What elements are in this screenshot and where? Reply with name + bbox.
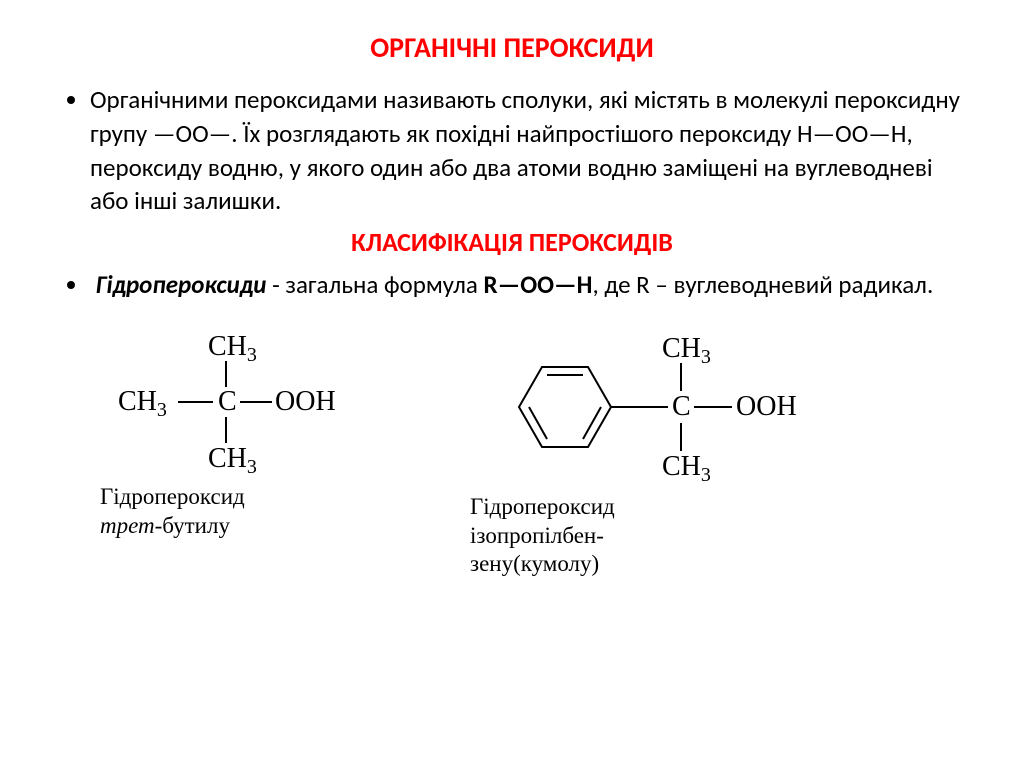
atom-ooh: OOH: [275, 386, 336, 417]
atom-ch3-left: CH3: [118, 386, 167, 421]
bullet-list-2: Гідропероксиди - загальна формула R—ОО—H…: [60, 268, 964, 302]
svg-cumene: C CH3 CH3 OOH: [470, 327, 850, 487]
caption-tert-butyl-italic: трет: [100, 513, 155, 538]
bullet2-tail: , де R – вуглеводневий радикал.: [592, 269, 933, 300]
atom-ooh-cumene: OOH: [736, 391, 797, 422]
atom-ch3-bottom-cumene: CH3: [662, 451, 711, 486]
formula-rooh: R—ОО—H: [484, 269, 593, 300]
benzene-ring: [519, 367, 611, 447]
atom-ch3-top-cumene: CH3: [662, 333, 711, 368]
structure-cumene: C CH3 CH3 OOH Гідропероксид ізопропілбен…: [470, 327, 850, 579]
bullet-list: Органічними пероксидами називають сполук…: [60, 83, 964, 218]
atom-ch3-bottom: CH3: [208, 443, 257, 477]
section-subtitle: КЛАСИФІКАЦІЯ ПЕРОКСИДІВ: [60, 226, 964, 258]
caption-cumene-line3: зену(кумолу): [470, 551, 599, 576]
bullet-definition: Органічними пероксидами називають сполук…: [90, 83, 964, 218]
structure-tert-butyl: C CH3 CH3 CH3 OOH Гідропероксид т: [100, 327, 360, 579]
caption-tert-butyl-line1: Гідропероксид: [100, 484, 245, 509]
slide: ОРГАНІЧНІ ПЕРОКСИДИ Органічними пероксид…: [0, 0, 1024, 599]
atom-ch3-top: CH3: [208, 331, 257, 366]
caption-cumene-line2: ізопропілбен-: [470, 523, 604, 548]
atom-c: C: [218, 386, 237, 417]
caption-cumene-line1: Гідропероксид: [470, 494, 615, 519]
caption-tert-butyl: Гідропероксид трет-бутилу: [100, 483, 245, 541]
caption-cumene: Гідропероксид ізопропілбен- зену(кумолу): [470, 493, 615, 579]
svg-tert-butyl: C CH3 CH3 CH3 OOH: [100, 327, 360, 477]
page-title: ОРГАНІЧНІ ПЕРОКСИДИ: [60, 30, 964, 65]
atom-c-cumene: C: [672, 391, 691, 422]
caption-tert-butyl-rest: -бутилу: [155, 513, 230, 538]
bullet-hydroperoxides: Гідропероксиди - загальна формула R—ОО—H…: [90, 268, 964, 302]
term-hydroperoxides: Гідропероксиди: [96, 269, 267, 300]
bullet2-mid: - загальна формула: [266, 269, 483, 300]
structures-row: C CH3 CH3 CH3 OOH Гідропероксид т: [60, 327, 964, 579]
